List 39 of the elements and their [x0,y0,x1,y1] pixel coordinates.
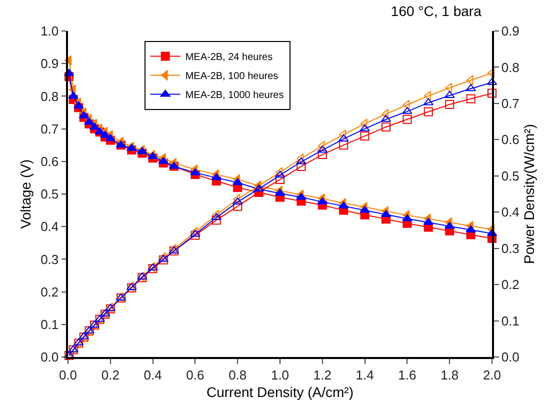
y-tick-label: 0.8 [40,88,59,104]
x-tick-label: 0.6 [186,367,204,382]
y-tick-label: 0.1 [40,316,59,332]
y-tick-label: 0.6 [40,154,59,169]
legend-label: MEA-2B, 24 heures [185,52,273,64]
y2-tick-label: 0.7 [501,96,520,111]
y-tick-label: 0.9 [40,56,59,72]
y2-tick-label: 0.6 [501,132,520,148]
x-tick-label: 0.0 [58,367,78,382]
x-tick-label: 1.4 [356,367,374,382]
y2-tick-label: 0.2 [501,277,520,292]
legend-label: MEA-2B, 100 heures [185,71,278,82]
y-tick-label: 0.5 [40,186,59,202]
y2-axis-title: Power Density(W/cm²) [521,124,538,264]
y2-tick-label: 0.9 [501,24,520,39]
x-tick-label: 1.0 [270,367,290,382]
y-tick-label: 1.0 [40,24,59,39]
x-tick-label: 0.2 [101,367,120,382]
y2-tick-label: 0.0 [501,350,520,365]
x-tick-label: 1.2 [313,367,332,382]
y-tick-label: 0.0 [40,350,59,365]
y2-tick-label: 0.3 [501,240,520,256]
y2-tick-label: 0.5 [501,168,520,184]
x-tick-label: 1.8 [440,367,459,382]
x-tick-label: 2.0 [482,367,502,382]
legend-label: MEA-2B, 1000 heures [185,90,284,102]
y-tick-label: 0.3 [40,252,59,267]
y-tick-label: 0.7 [40,121,59,136]
y-tick-label: 0.4 [40,219,59,234]
x-axis-title: Current Density (A/cm²) [206,384,354,400]
y2-tick-label: 0.4 [501,204,520,220]
chart-title: 160 °C, 1 bara [390,2,482,19]
x-tick-label: 0.8 [228,367,247,382]
x-tick-label: 1.6 [398,367,416,382]
y2-tick-label: 0.1 [501,313,520,328]
y-tick-label: 0.2 [40,284,59,300]
y-axis-title: Voltage (V) [18,159,34,229]
y2-tick-label: 0.8 [501,60,520,75]
x-tick-label: 0.4 [144,367,162,382]
